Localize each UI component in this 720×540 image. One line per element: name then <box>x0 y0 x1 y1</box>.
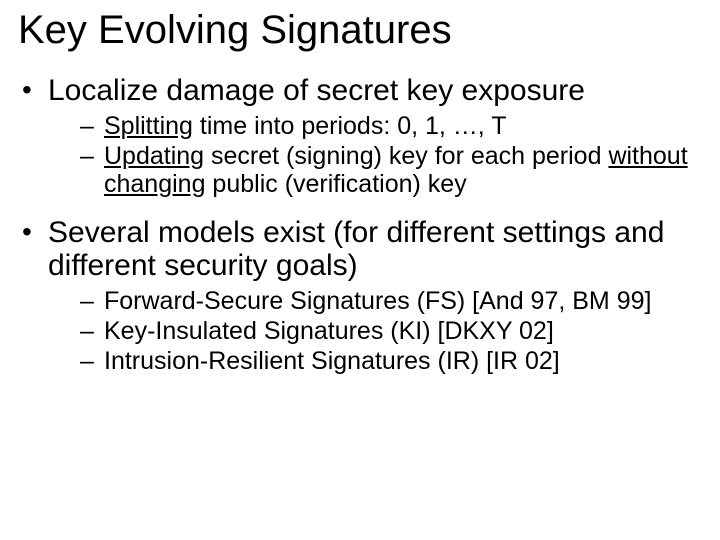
sub-item-1-2: Updating secret (signing) key for each p… <box>48 142 702 198</box>
slide: Key Evolving Signatures Localize damage … <box>0 0 720 540</box>
bullet-1-text: Localize damage of secret key exposure <box>48 74 585 107</box>
sub-1-1-underline: Splitting <box>104 112 193 140</box>
bullet-list: Localize damage of secret key exposure S… <box>18 74 702 375</box>
sub-list-1: Splitting time into periods: 0, 1, …, T … <box>48 112 702 198</box>
sub-1-2-underline-1: Updating <box>104 142 204 170</box>
bullet-item-2: Several models exist (for different sett… <box>18 216 702 375</box>
sub-2-2-text: Key-Insulated Signatures (KI) [DKXY 02] <box>104 317 554 345</box>
sub-1-2-mid: secret (signing) key for each period <box>204 142 608 170</box>
sub-1-2-post: public (verification) key <box>205 170 466 198</box>
sub-1-1-rest: time into periods: 0, 1, …, T <box>193 112 507 140</box>
bullet-item-1: Localize damage of secret key exposure S… <box>18 74 702 198</box>
sub-list-2: Forward-Secure Signatures (FS) [And 97, … <box>48 287 702 375</box>
slide-title: Key Evolving Signatures <box>18 8 702 52</box>
sub-item-1-1: Splitting time into periods: 0, 1, …, T <box>48 112 702 140</box>
sub-item-2-3: Intrusion-Resilient Signatures (IR) [IR … <box>48 347 702 375</box>
bullet-2-text: Several models exist (for different sett… <box>48 216 664 283</box>
sub-item-2-1: Forward-Secure Signatures (FS) [And 97, … <box>48 287 702 315</box>
sub-2-3-text: Intrusion-Resilient Signatures (IR) [IR … <box>104 347 560 375</box>
sub-2-1-text: Forward-Secure Signatures (FS) [And 97, … <box>104 287 651 315</box>
sub-item-2-2: Key-Insulated Signatures (KI) [DKXY 02] <box>48 317 702 345</box>
